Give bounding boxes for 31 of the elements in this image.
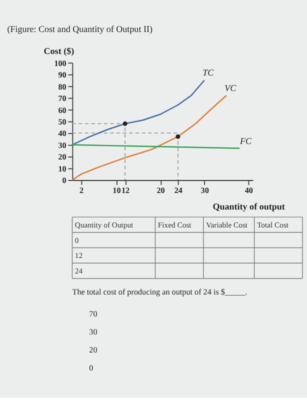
x-tick-label: 2 xyxy=(79,186,84,196)
y-tick-label: 100 xyxy=(54,58,66,68)
chart-title: (Figure: Cost and Quantity of Output II) xyxy=(7,24,152,34)
y-tick-label: 60 xyxy=(58,106,66,115)
text: The total cost of producing an output of 24 is $_____. xyxy=(72,288,248,297)
y-tick-label: 0 xyxy=(62,176,66,186)
line-series xyxy=(72,80,206,146)
y-tick-label: 50 xyxy=(58,118,66,127)
line-series xyxy=(72,94,228,181)
y-tick-label: 90 xyxy=(58,70,66,80)
x-tick-label: 12 xyxy=(121,186,130,196)
y-tick-label: 80 xyxy=(58,82,66,92)
y-tick-label: 30 xyxy=(58,140,66,150)
x-tick-label: 20 xyxy=(156,186,165,196)
y-tick-label: 20 xyxy=(58,152,66,162)
y-tick-label: 10 xyxy=(58,164,66,174)
x-tick-label: 30 xyxy=(200,186,209,196)
x-tick-label: 24 xyxy=(174,186,182,196)
annotation: FC xyxy=(239,136,253,146)
annotation: VC xyxy=(224,83,238,94)
text: 30 xyxy=(89,327,98,336)
x-tick-label: 40 xyxy=(244,186,253,196)
y-axis-title: Cost ($) xyxy=(44,46,74,56)
text: 70 xyxy=(89,309,98,318)
x-tick-label: 10 xyxy=(112,186,121,196)
y-tick-label: 70 xyxy=(58,94,66,104)
x-axis-title: Quantity of output xyxy=(212,201,285,212)
text: 20 xyxy=(89,346,98,354)
y-tick-label: 40 xyxy=(58,129,66,138)
annotation: TC xyxy=(202,68,215,78)
text: 0 xyxy=(89,364,94,373)
